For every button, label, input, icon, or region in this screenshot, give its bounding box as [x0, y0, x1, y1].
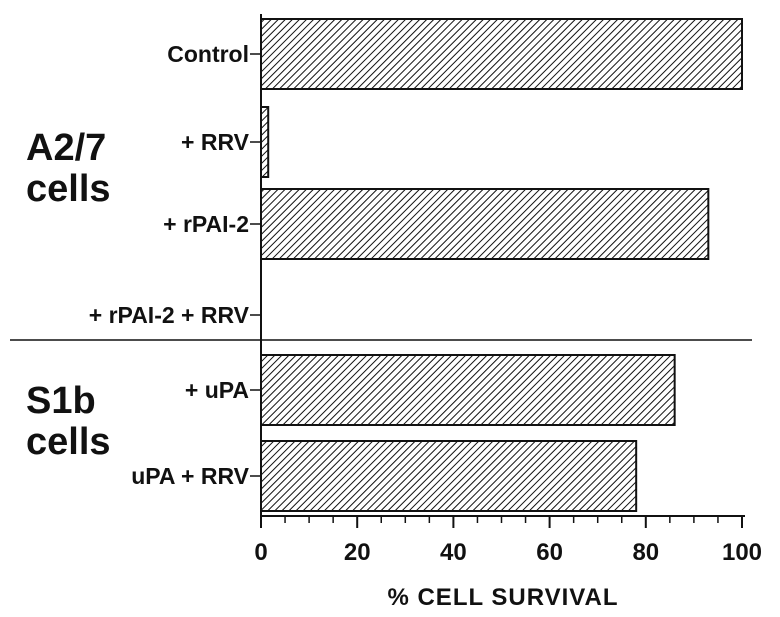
- category-label: uPA + RRV: [131, 463, 249, 489]
- group-label-a27-line2: cells: [26, 168, 111, 210]
- x-tick-label: 60: [536, 539, 563, 566]
- bar: [260, 106, 270, 178]
- group-label-a27-line1: A2/7: [26, 127, 106, 169]
- group-label-s1b-line1: S1b: [26, 380, 96, 422]
- x-axis-title: % CELL SURVIVAL: [387, 584, 618, 611]
- x-tick-label: 40: [440, 539, 467, 566]
- bar: [260, 440, 638, 512]
- category-label: + rPAI-2: [163, 211, 249, 237]
- bars-layer: Control + RRV + rPAI-2 + rPAI-2 + RRV + uPA u…: [89, 18, 743, 512]
- bar: [260, 354, 676, 426]
- x-tick-label: 0: [254, 539, 267, 566]
- category-label: + RRV: [181, 129, 250, 155]
- x-tick-label: 100: [722, 539, 762, 566]
- ticks-layer: 0 20 40 60 80 100: [254, 516, 762, 566]
- bar: [260, 18, 743, 90]
- x-tick-label: 20: [344, 539, 371, 566]
- group-label-s1b-line2: cells: [26, 421, 111, 463]
- x-tick-label: 80: [632, 539, 659, 566]
- category-label: Control: [167, 41, 249, 67]
- category-label: + uPA: [185, 377, 249, 403]
- bar: [260, 188, 710, 260]
- category-label: + rPAI-2 + RRV: [89, 302, 250, 328]
